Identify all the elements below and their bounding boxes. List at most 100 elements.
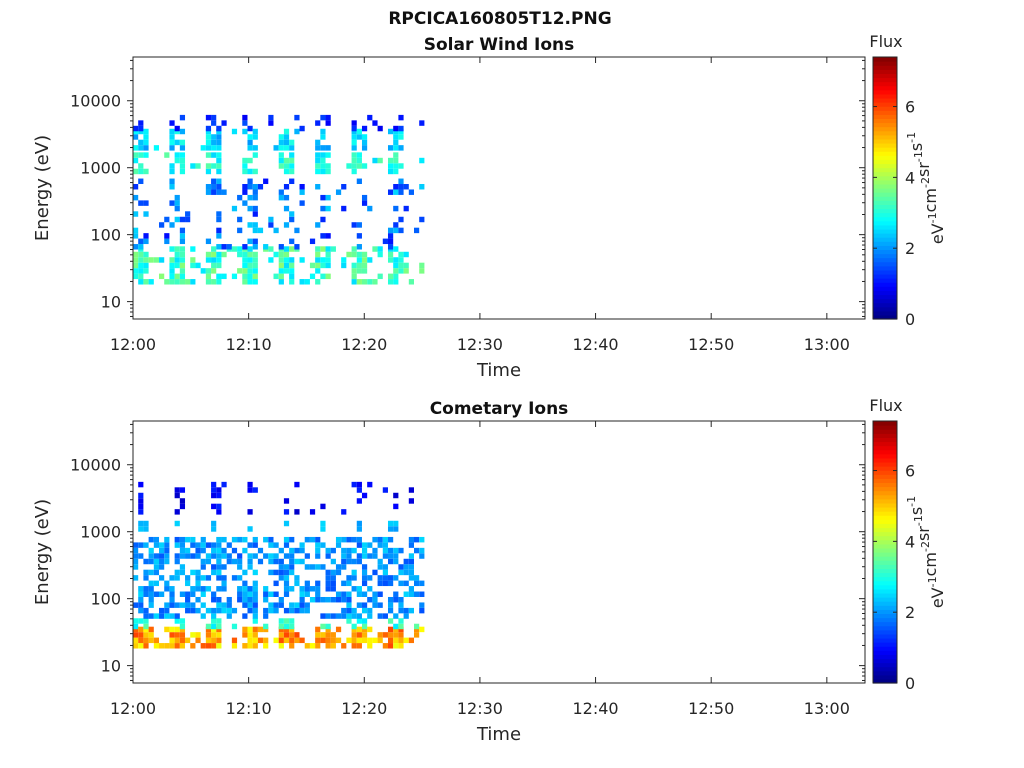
spectrogram-cell — [252, 205, 258, 212]
spectrogram-cell — [237, 216, 243, 223]
colorbar-swatch — [873, 179, 897, 185]
spectrogram-cell — [231, 623, 238, 630]
x-axis: 12:00 12:10 12:20 12:30 12:40 12:50 13:00 Time — [110, 57, 850, 381]
spectrogram-cell — [268, 602, 274, 608]
spectrogram-cell — [382, 542, 388, 548]
spectrogram-cell — [356, 520, 362, 527]
spectrogram-cell — [387, 257, 394, 263]
spectrogram-cell — [190, 632, 196, 638]
spectrogram-cell — [387, 244, 394, 250]
spectrogram-cell — [195, 632, 201, 638]
spectrogram-cell — [372, 569, 378, 576]
spectrogram-cell — [252, 211, 258, 217]
spectrogram-cell — [367, 575, 373, 581]
colorbar-swatch — [873, 441, 897, 447]
spectrogram-cell — [211, 246, 217, 252]
spectrogram-cell — [294, 607, 300, 614]
spectrogram-cell — [242, 279, 248, 285]
spectrogram-cell — [143, 558, 149, 565]
spectrogram-cell — [408, 558, 414, 565]
spectrogram-cell — [278, 632, 284, 638]
spectrogram-cell — [185, 591, 191, 597]
spectrogram-cell — [179, 637, 186, 644]
spectrogram-cell — [278, 575, 284, 581]
spectrogram-cell — [148, 569, 154, 576]
spectrogram-cell — [247, 643, 253, 649]
spectrogram-cell — [330, 547, 336, 554]
spectrogram-cell — [143, 626, 149, 633]
colorbar-swatch — [873, 506, 897, 512]
spectrogram-cell — [143, 279, 149, 285]
spectrogram-cell — [169, 273, 175, 280]
spectrogram-cell — [179, 238, 186, 245]
spectrogram-cell — [143, 152, 149, 158]
spectrogram-cell — [377, 273, 383, 280]
spectrogram-cell — [325, 168, 331, 175]
spectrogram-cell — [252, 618, 258, 624]
spectrogram-cell — [216, 279, 222, 285]
spectrogram-cell — [419, 536, 425, 543]
colorbar-swatch — [873, 138, 897, 144]
spectrogram-cell — [268, 216, 274, 223]
spectrogram-cell — [143, 251, 149, 258]
spectrogram-cell — [252, 244, 258, 250]
colorbar-swatch — [873, 547, 897, 553]
spectrogram-cell — [299, 637, 305, 644]
spectrogram-cell — [320, 114, 326, 121]
spectrogram-cell — [289, 152, 295, 158]
spectrogram-cell — [278, 244, 284, 250]
spectrogram-cell — [283, 157, 290, 164]
spectrogram-cell — [226, 558, 232, 565]
colorbar-swatch — [873, 192, 897, 197]
spectrogram-cell — [325, 120, 331, 126]
spectrogram-cell — [205, 553, 212, 559]
spectrogram-cell — [289, 139, 295, 146]
x-tick-label: 12:40 — [573, 699, 619, 718]
spectrogram-cell — [169, 145, 175, 151]
spectrogram-cell — [247, 607, 253, 614]
spectrogram-cell — [320, 632, 326, 638]
spectrogram-cell — [351, 125, 357, 132]
spectrogram-cell — [252, 580, 258, 587]
spectrogram-cell — [361, 492, 368, 499]
spectrogram-cell — [205, 145, 212, 151]
spectrogram-cell — [174, 509, 180, 515]
spectrogram-cell — [278, 643, 284, 649]
spectrogram-cell — [169, 139, 175, 146]
spectrogram-cell — [164, 643, 170, 649]
spectrogram-cell — [143, 607, 149, 614]
spectrogram-cell — [387, 553, 394, 559]
spectrogram-cell — [351, 607, 357, 614]
spectrogram-cell — [211, 492, 217, 499]
spectrogram-cell — [159, 273, 165, 280]
colorbar-swatch — [873, 597, 897, 602]
spectrogram-cell — [408, 637, 414, 644]
spectrogram-cell — [148, 632, 154, 638]
spectrogram-cell — [393, 189, 399, 195]
spectrogram-cell — [283, 586, 290, 592]
spectrogram-cell — [320, 273, 326, 280]
spectrogram-cell — [221, 580, 227, 587]
spectrogram-cell — [179, 564, 186, 570]
spectrogram-cell — [403, 637, 409, 644]
spectrogram-cell — [138, 637, 144, 644]
spectrogram-cell — [216, 257, 222, 263]
spectrogram-cell — [195, 553, 201, 559]
spectrogram-cell — [283, 134, 290, 140]
spectrogram-cell — [393, 246, 399, 252]
spectrogram-cell — [179, 273, 186, 280]
spectrogram-cell — [205, 558, 212, 565]
spectrogram-cell — [320, 564, 326, 570]
spectrogram-cell — [387, 596, 394, 603]
spectrogram-cell — [289, 145, 295, 151]
colorbar-swatch — [873, 433, 897, 438]
spectrogram-cell — [315, 139, 321, 146]
colorbar-swatch — [873, 531, 897, 537]
colorbar-swatch — [873, 241, 897, 246]
spectrogram-cell — [242, 157, 248, 164]
spectrogram-cell — [304, 279, 310, 285]
spectrogram-cell — [133, 637, 139, 644]
spectrogram-cell — [190, 569, 196, 576]
spectrogram-cell — [289, 643, 295, 649]
spectrogram-cell — [273, 553, 279, 559]
